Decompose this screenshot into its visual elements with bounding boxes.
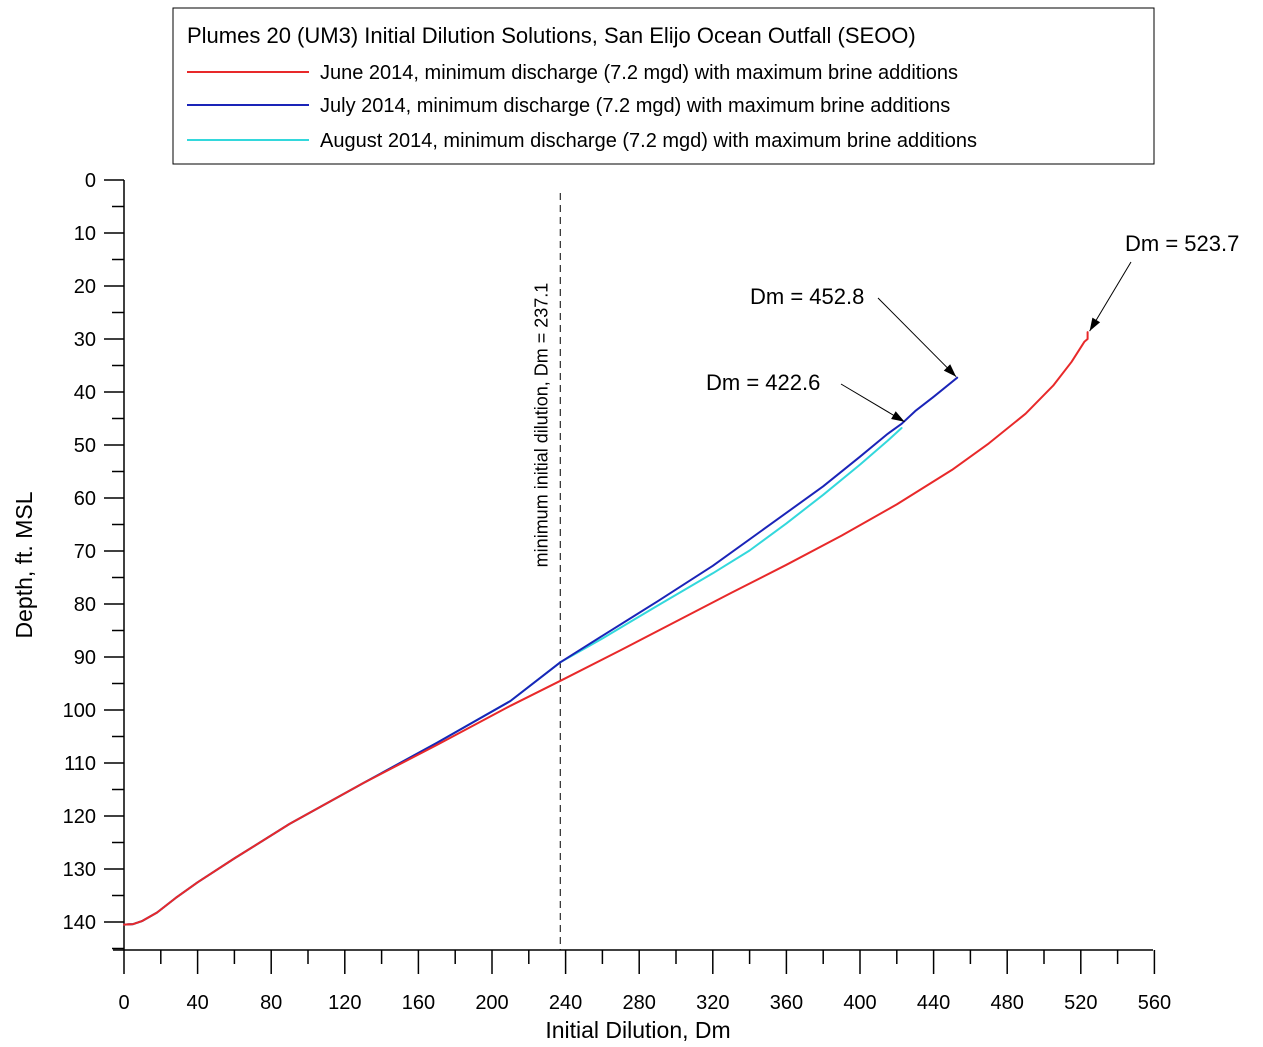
annotation-august-label: Dm = 422.6 [706,370,820,395]
annotations: Dm = 523.7 Dm = 452.8 Dm = 422.6 [706,231,1239,423]
reference-line-label: minimum initial dilution, Dm = 237.1 [531,283,551,568]
x-tick-label: 480 [991,992,1024,1014]
y-tick-label: 0 [85,170,96,192]
x-axis-title: Initial Dilution, Dm [545,1017,730,1043]
legend-box [172,7,1155,165]
y-tick-label: 50 [74,435,96,457]
y-tick-label: 110 [64,753,96,775]
x-tick-label: 560 [1138,992,1171,1014]
annotation-july-label: Dm = 452.8 [750,284,864,309]
series-august-line [123,427,903,926]
x-tick-label: 120 [328,992,361,1014]
y-axis-title: Depth, ft. MSL [11,491,37,638]
y-tick-label: 100 [63,700,96,722]
chart-title: Plumes 20 (UM3) Initial Dilution Solutio… [187,23,916,48]
y-tick-label: 20 [74,276,96,298]
y-tick-label: 40 [74,382,96,404]
legend: Plumes 20 (UM3) Initial Dilution Solutio… [172,7,1155,165]
y-tick-label: 140 [63,912,96,934]
y-tick-label: 10 [74,223,96,245]
x-tick-label: 40 [186,992,208,1014]
x-tick-label: 240 [549,992,582,1014]
y-tick-label: 60 [74,488,96,510]
x-tick-label: 520 [1064,992,1097,1014]
axes: 0 40 80 120 160 200 240 280 320 360 400 440 480 520 56… [63,170,1171,1014]
y-tick-label: 120 [63,806,96,828]
annotation-june-arrow [1089,261,1132,332]
series-june-line [123,331,1089,926]
y-tick-label: 90 [74,647,96,669]
y-tick-label: 80 [74,594,96,616]
annotation-july-arrow [877,297,957,378]
x-tick-label: 440 [917,992,950,1014]
annotation-august-arrowhead [891,411,905,422]
x-tick-label: 200 [475,992,508,1014]
x-ticks: 0 40 80 120 160 200 240 280 320 360 400 440 480 520 56… [118,950,1171,1014]
x-tick-label: 160 [402,992,435,1014]
x-tick-label: 0 [118,992,129,1014]
x-tick-label: 280 [623,992,656,1014]
series-layer [123,331,1089,926]
x-tick-label: 80 [260,992,282,1014]
y-tick-label: 130 [63,859,96,881]
legend-label-june: June 2014, minimum discharge (7.2 mgd) w… [320,62,958,84]
x-tick-label: 360 [770,992,803,1014]
annotation-june-arrowhead [1089,317,1101,332]
y-tick-label: 30 [74,329,96,351]
y-tick-label: 70 [74,541,96,563]
x-tick-label: 320 [696,992,729,1014]
annotation-july-arrowhead [943,364,957,377]
x-tick-label: 400 [843,992,876,1014]
annotation-june-label: Dm = 523.7 [1125,231,1239,256]
legend-label-august: August 2014, minimum discharge (7.2 mgd)… [320,130,977,152]
y-ticks: 0 10 20 30 40 50 60 70 80 90 100 110 120 130 140 [63,170,124,950]
legend-label-july: July 2014, minimum discharge (7.2 mgd) w… [320,95,950,117]
reference-line-group: minimum initial dilution, Dm = 237.1 [531,193,561,950]
